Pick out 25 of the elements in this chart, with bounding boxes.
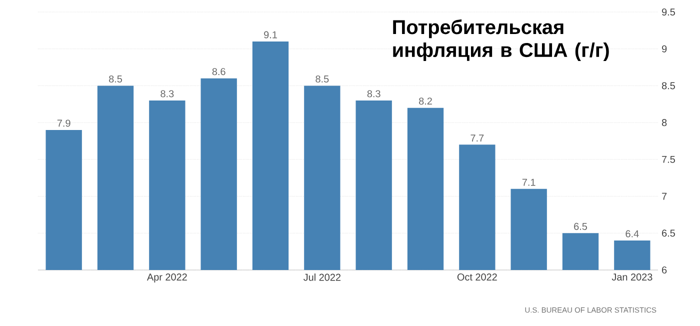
data-label: 8.2: [419, 98, 432, 105]
data-label: 8.6: [212, 68, 226, 76]
y-tick-label: 6.5: [662, 230, 675, 237]
y-tick-label: 6: [662, 266, 667, 274]
data-label: 7.9: [57, 120, 70, 127]
data-label: 8.5: [316, 75, 329, 83]
y-tick-label: 7: [662, 192, 667, 200]
y-tick-label: 9: [662, 45, 667, 52]
data-label: 8.3: [367, 90, 380, 98]
y-tick-label: 8: [662, 119, 667, 126]
text: Потребительская инфляция в США (г/г): [393, 19, 609, 62]
x-tick-label: Jul 2022: [303, 274, 340, 281]
data-label: 8.3: [160, 90, 174, 98]
data-label: 6.4: [626, 230, 639, 238]
y-tick-label: 9.5: [662, 8, 675, 16]
y-tick-label: 8.5: [662, 82, 675, 90]
data-label: 7.1: [522, 178, 536, 186]
x-tick-label: Jan 2023: [612, 274, 652, 281]
x-tick-label: Oct 2022: [457, 274, 497, 281]
y-tick-label: 7.5: [662, 156, 675, 163]
data-label: 7.7: [470, 134, 484, 142]
data-label: 6.5: [574, 222, 588, 230]
x-tick-label: Apr 2022: [146, 274, 187, 283]
data-label: 8.5: [109, 75, 122, 83]
data-label: 9.1: [264, 31, 277, 38]
